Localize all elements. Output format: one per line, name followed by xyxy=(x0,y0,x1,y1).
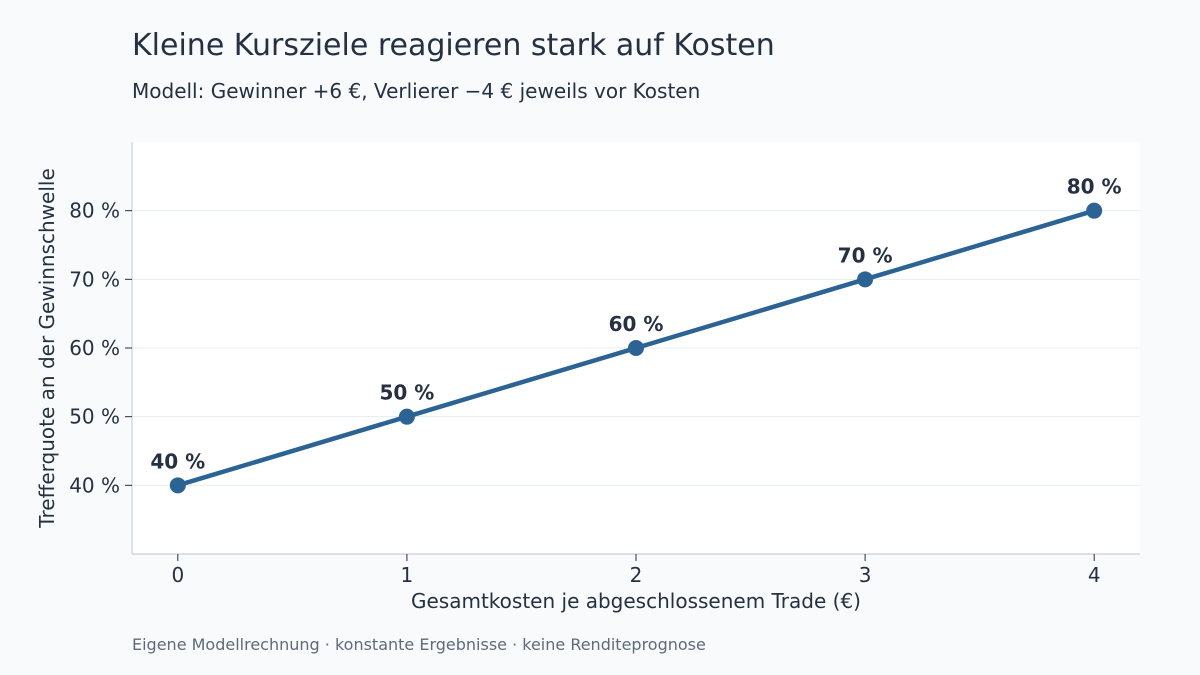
x-tick-label: 4 xyxy=(1088,563,1101,587)
chart-title: Kleine Kursziele reagieren stark auf Kos… xyxy=(132,28,775,63)
data-label: 80 % xyxy=(1067,175,1122,199)
y-tick-label: 50 % xyxy=(69,405,120,429)
y-tick-label: 70 % xyxy=(69,267,120,291)
data-labels: 40 % 50 % 60 % 70 % 80 % xyxy=(150,175,1121,474)
data-label: 60 % xyxy=(609,312,664,336)
chart-subtitle: Modell: Gewinner +6 €, Verlierer −4 € je… xyxy=(132,79,701,103)
footnote: Eigene Modellrechnung · konstante Ergebn… xyxy=(132,635,706,654)
data-point xyxy=(628,340,644,356)
x-tick-label: 3 xyxy=(859,563,872,587)
data-point xyxy=(1086,202,1103,219)
series xyxy=(169,202,1103,494)
data-point xyxy=(398,408,415,425)
y-axis-ticks: 40 % 50 % 60 % 70 % 80 % xyxy=(69,199,132,497)
x-tick-label: 0 xyxy=(171,563,184,587)
data-point xyxy=(169,477,186,494)
y-tick-label: 40 % xyxy=(69,473,120,497)
data-label: 70 % xyxy=(838,243,893,267)
data-point xyxy=(857,271,874,288)
data-label: 40 % xyxy=(150,449,205,473)
y-tick-label: 80 % xyxy=(69,199,120,223)
x-tick-label: 1 xyxy=(401,563,414,587)
x-axis-label: Gesamtkosten je abgeschlossenem Trade (€… xyxy=(411,589,861,613)
y-tick-label: 60 % xyxy=(69,336,120,360)
x-tick-label: 2 xyxy=(630,563,643,587)
x-axis-ticks: 0 1 2 3 4 xyxy=(171,554,1101,587)
y-axis-label: Trefferquote an der Gewinnschwelle xyxy=(35,168,59,529)
grid-lines xyxy=(132,210,1140,486)
data-label: 50 % xyxy=(379,381,434,405)
